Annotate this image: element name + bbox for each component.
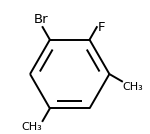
Text: Br: Br <box>34 13 49 26</box>
Text: F: F <box>98 21 106 34</box>
Text: CH₃: CH₃ <box>123 82 143 92</box>
Text: CH₃: CH₃ <box>21 122 42 132</box>
